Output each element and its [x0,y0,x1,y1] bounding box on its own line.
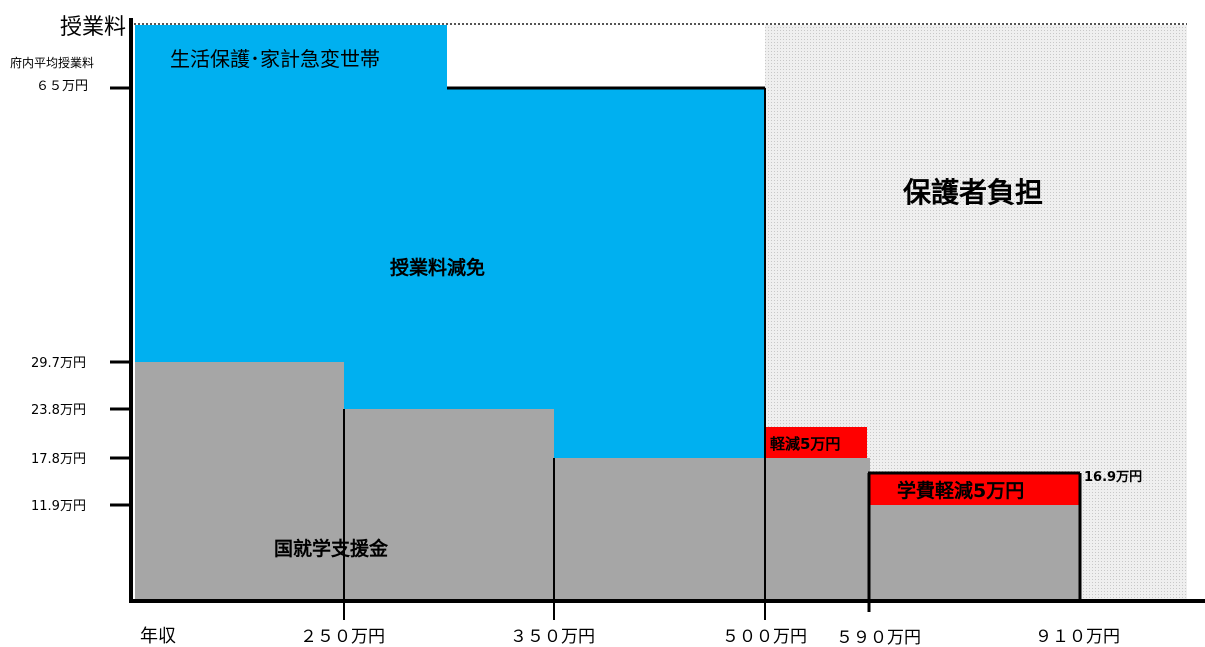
support-bar-250-350 [344,409,554,600]
support-bar-350-500 [554,458,765,600]
national-support-label: 国就学支援金 [274,537,389,560]
reduction-box-500-590 [765,427,867,458]
support-bar-500-590 [765,458,870,600]
reduction-label-590-910: 学費軽減5万円 [897,479,1024,502]
welfare-label: 生活保護･家計急変世帯 [170,47,380,71]
y-tick-label-3: 11.9万円 [31,499,86,514]
reduction-box-590-910 [870,473,1080,505]
reduction-label-500-590: 軽減5万円 [770,435,840,453]
average-tuition-label: 府内平均授業料 [10,55,94,70]
x-tick-label-0: ２５０万円 [300,627,385,647]
support-bar-0-250 [135,362,344,600]
average-tuition-value: ６５万円 [36,79,88,94]
x-tick-label-2: ５００万円 [722,627,807,647]
y-tick-label-1: 23.8万円 [31,403,86,418]
y-tick-label-0: 29.7万円 [31,356,86,371]
y-tick-label-2: 17.8万円 [31,452,86,467]
x-tick-label-4: ９１０万円 [1035,627,1120,647]
y-axis-title: 授業料 [60,15,126,40]
support-bar-590-910 [870,505,1080,600]
x-tick-label-3: ５９０万円 [836,628,921,647]
tuition-exemption-label: 授業料減免 [390,256,485,279]
x-axis-label: 年収 [140,626,176,647]
guardian-burden-label: 保護者負担 [903,176,1043,209]
x-tick-label-1: ３５０万円 [510,627,595,647]
right-value-label: 16.9万円 [1084,470,1142,485]
